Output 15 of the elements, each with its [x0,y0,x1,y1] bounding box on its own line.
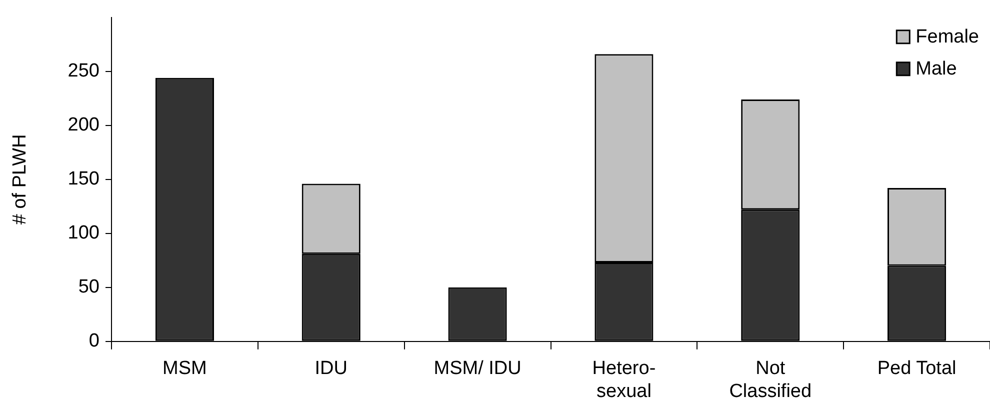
y-tick-label: 250 [68,60,100,82]
x-tick-label: MSM [162,358,207,380]
y-tick-label: 200 [68,114,100,136]
legend-label: Male [916,58,957,80]
y-tick-label: 0 [88,330,100,352]
x-tick-label: MSM/ IDU [434,358,522,380]
y-axis-title: # of PLWH [10,134,31,225]
y-tick-label: 100 [68,222,100,244]
x-tick-label: Not Classified [729,358,812,402]
legend-label: Female [916,26,980,48]
y-tick-label: 150 [68,168,100,190]
x-tick-label: IDU [314,358,348,380]
x-tick-label: Ped Total [877,358,956,380]
x-tick-label: Hetero- sexual [592,358,656,402]
y-tick-label: 50 [78,276,100,298]
